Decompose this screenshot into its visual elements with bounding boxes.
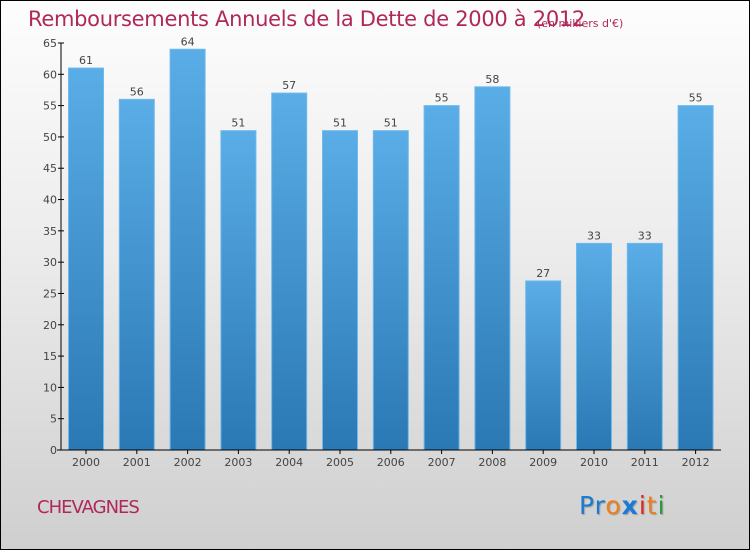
x-tick-label: 2000 [72, 456, 100, 469]
logo-letter: r [594, 491, 606, 520]
logo-letter: P [579, 491, 595, 520]
bar-2001 [118, 98, 155, 451]
logo-letter: i [638, 491, 647, 520]
bar-2005 [322, 130, 358, 451]
value-label: 27 [536, 267, 550, 280]
bar-2011 [626, 242, 663, 451]
value-label: 58 [485, 73, 499, 86]
proxiti-logo: Proxiti [579, 491, 666, 520]
y-tick-label: 20 [43, 319, 57, 332]
logo-letter: i [657, 491, 666, 520]
x-tick-label: 2011 [631, 456, 659, 469]
bar-2000 [68, 67, 104, 451]
y-tick-label: 60 [43, 68, 57, 81]
y-tick-label: 0 [50, 444, 57, 457]
value-label: 56 [130, 85, 144, 98]
y-tick-label: 30 [43, 256, 57, 269]
y-tick-label: 40 [43, 194, 57, 207]
y-tick-label: 55 [43, 100, 57, 113]
bar-2006 [372, 130, 409, 451]
commune-name: CHEVAGNES [37, 497, 140, 518]
value-label: 51 [384, 117, 398, 130]
x-tick-label: 2003 [224, 456, 252, 469]
x-tick-label: 2005 [326, 456, 354, 469]
logo-letter: o [605, 491, 622, 520]
y-tick-label: 50 [43, 131, 57, 144]
x-tick-label: 2008 [478, 456, 506, 469]
y-tick-label: 35 [43, 225, 57, 238]
bar-2009 [525, 280, 562, 451]
y-tick-label: 5 [50, 413, 57, 426]
chart-subtitle: (en milliers d'€) [537, 17, 624, 30]
value-label: 57 [282, 79, 296, 92]
x-tick-label: 2006 [377, 456, 405, 469]
x-tick-label: 2004 [275, 456, 303, 469]
value-label: 51 [231, 117, 245, 130]
x-tick-label: 2007 [428, 456, 456, 469]
x-tick-label: 2012 [682, 456, 710, 469]
bar-2004 [271, 92, 308, 451]
chart-title: Remboursements Annuels de la Dette de 20… [28, 7, 585, 31]
logo-letter: x [621, 491, 639, 520]
bar-2003 [220, 130, 257, 451]
y-tick-label: 65 [43, 37, 57, 50]
bar-2008 [474, 86, 511, 451]
value-label: 61 [79, 54, 93, 67]
y-tick-label: 45 [43, 162, 57, 175]
bar-2010 [576, 242, 612, 451]
bar-2002 [169, 48, 206, 451]
bar-2007 [423, 105, 460, 451]
y-tick-label: 15 [43, 350, 57, 363]
value-label: 64 [181, 35, 195, 48]
x-tick-label: 2001 [123, 456, 151, 469]
value-label: 55 [435, 92, 449, 105]
value-label: 51 [333, 117, 347, 130]
x-tick-label: 2002 [174, 456, 202, 469]
x-tick-label: 2009 [529, 456, 557, 469]
y-tick-label: 10 [43, 381, 57, 394]
value-label: 33 [638, 229, 652, 242]
value-label: 33 [587, 229, 601, 242]
bar-2012 [677, 105, 714, 451]
y-tick-label: 25 [43, 287, 57, 300]
x-tick-label: 2010 [580, 456, 608, 469]
logo-letter: t [646, 491, 658, 520]
value-label: 55 [689, 92, 703, 105]
